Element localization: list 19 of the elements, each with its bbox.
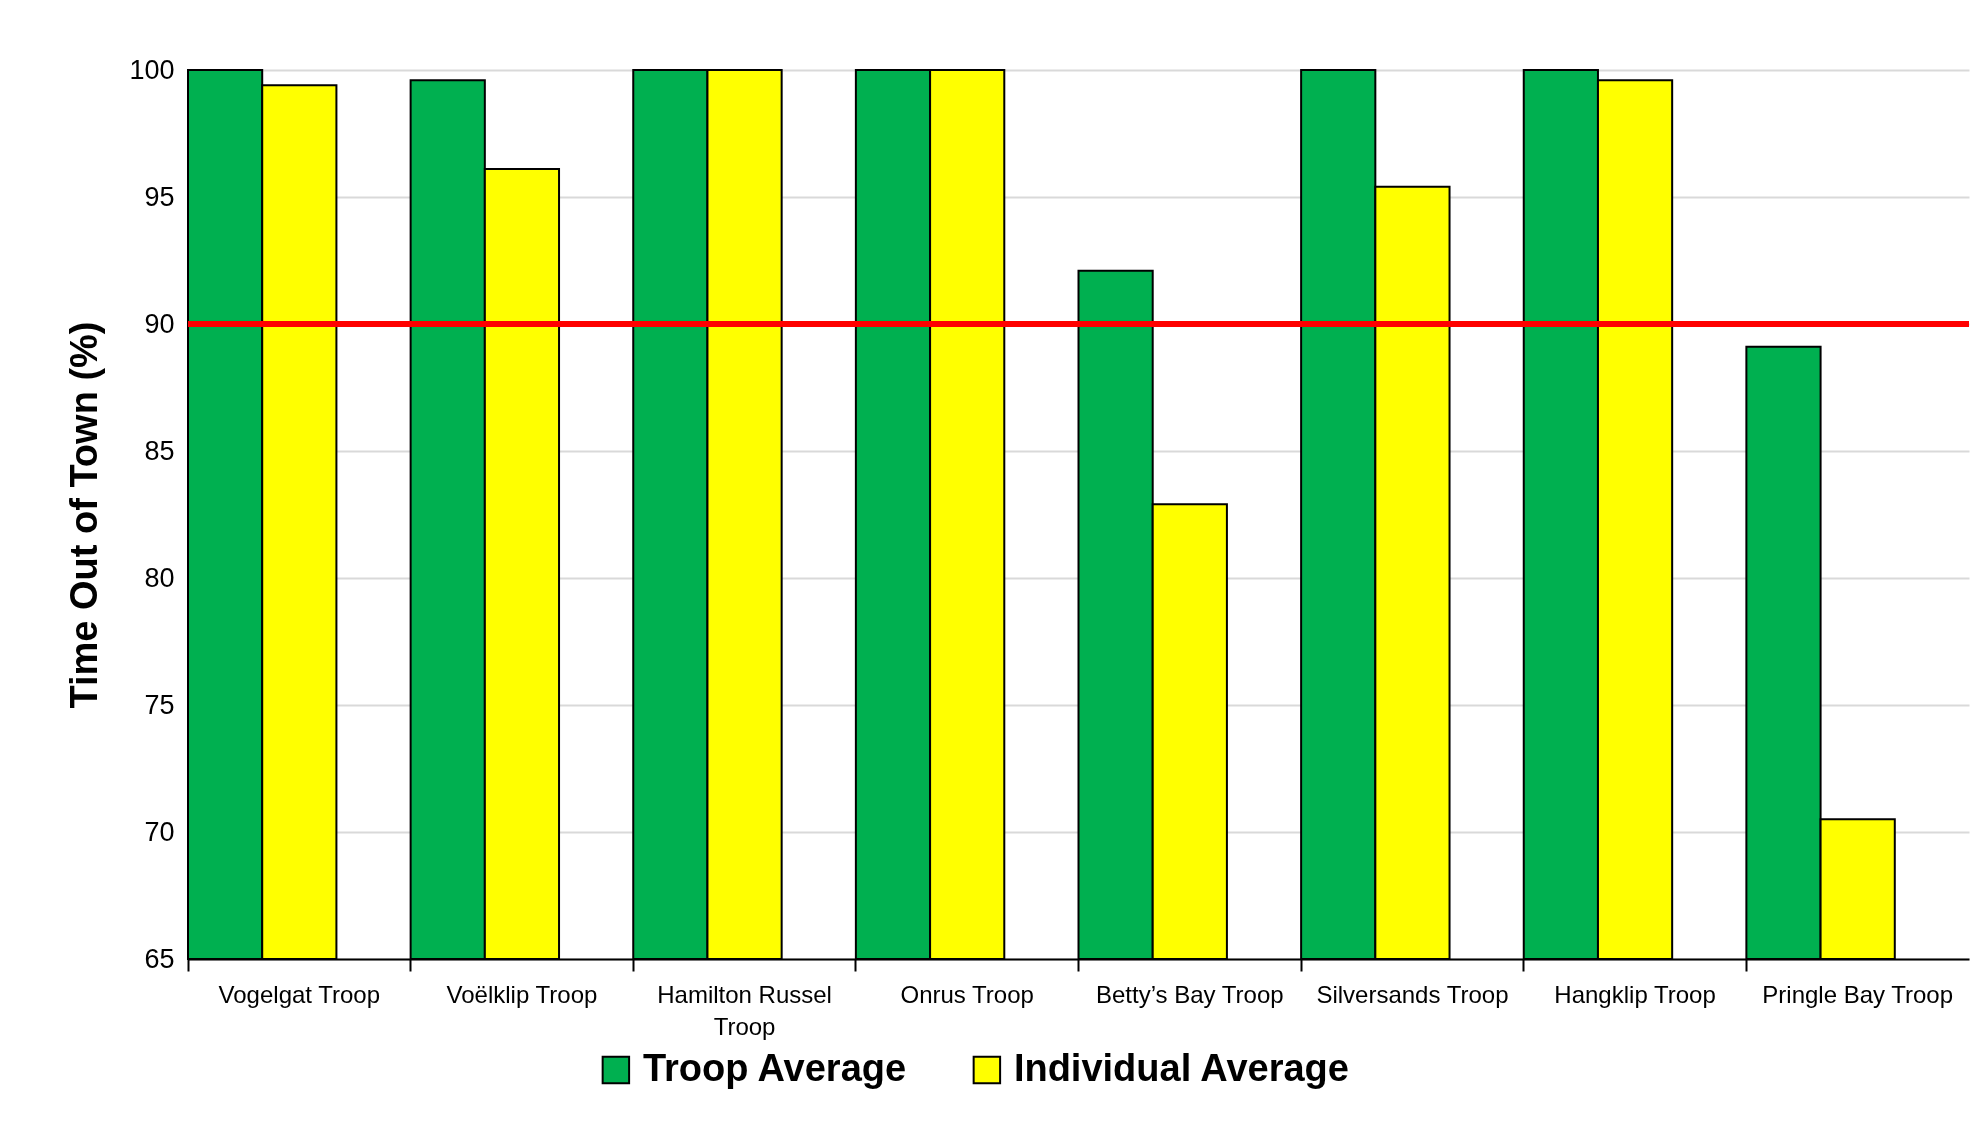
y-tick-label: 100 [129,54,175,85]
x-tick-label: Voëlklip Troop [446,980,598,1008]
y-tick-label: 75 [144,689,175,720]
x-tick-label: Betty’s Bay Troop [1095,980,1284,1008]
y-tick-label: 95 [144,181,175,212]
y-tick-label: 70 [144,816,175,847]
x-tick-label: Onrus Troop [900,980,1034,1008]
x-tick-label: Vogelgat Troop [218,980,381,1008]
legend-label: Troop Average [642,1047,907,1089]
x-tick-label: Pringle Bay Troop [1762,980,1954,1008]
y-tick-label: 65 [144,943,175,974]
y-tick-label: 80 [144,562,175,593]
x-tick-label: Hangklip Troop [1554,980,1716,1008]
x-tick-label: Silversands Troop [1316,980,1509,1008]
y-tick-label: 90 [144,308,175,339]
x-tick-label: Hamilton Russel Troop [657,980,832,1040]
y-tick-label: 85 [144,435,175,466]
legend-label: Individual Average [1013,1047,1349,1089]
y-axis-title: Time Out of Town (%) [63,321,106,709]
